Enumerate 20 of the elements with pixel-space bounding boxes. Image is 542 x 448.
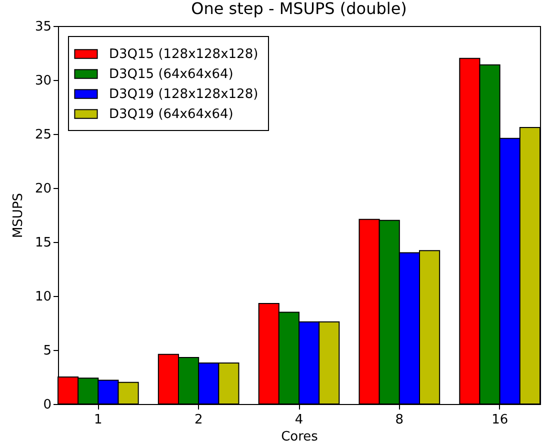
y-tick-label: 20 [34,182,52,196]
legend-label: D3Q19 (64x64x64) [109,107,234,122]
x-axis-title: Cores [281,430,318,444]
y-tick-label: 25 [34,128,52,142]
x-tick-label: 16 [492,412,508,428]
y-tick-label: 15 [34,236,52,250]
x-tick-label: 2 [194,412,203,428]
y-tick-label: 10 [34,290,52,304]
x-tick-label: 1 [94,412,102,428]
x-tick-label: 4 [294,412,304,428]
legend-label: D3Q15 (64x64x64) [109,67,234,82]
x-tick-label: 8 [395,412,404,428]
legend-label: D3Q19 (128x128x128) [109,87,258,102]
y-tick-label: 35 [34,20,52,34]
y-tick-label: 5 [43,344,52,358]
chart-title: One step - MSUPS (double) [191,0,407,18]
y-tick-label: 30 [34,74,52,88]
legend-label: D3Q15 (128x128x128) [109,47,258,62]
y-tick-label: 0 [43,398,52,412]
y-axis-title: MSUPS [10,192,26,238]
